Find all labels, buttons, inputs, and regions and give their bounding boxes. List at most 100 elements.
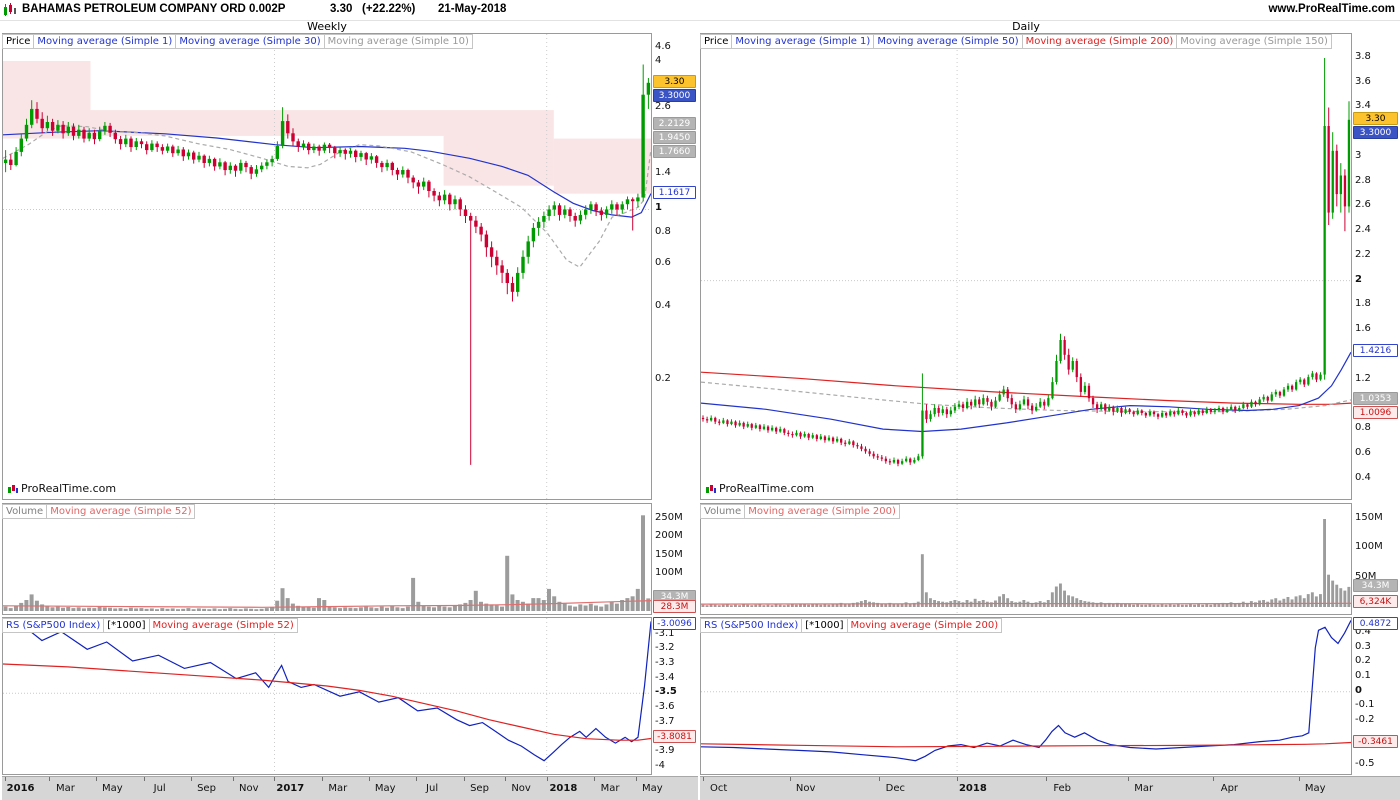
prorealtime-watermark: ProRealTime.com — [706, 482, 814, 495]
daily-rs-panel[interactable]: RS (S&P500 Index) [*1000] Moving average (… — [700, 617, 1352, 775]
axis-tick-200M: 200M — [655, 530, 683, 542]
axis-value-box-28.3M: 28.3M — [653, 600, 696, 613]
axis-tick--4: -4 — [655, 759, 665, 771]
xaxis-tick — [547, 777, 549, 781]
legend-item-moving-average-simple-1-[interactable]: Moving average (Simple 1) — [33, 34, 177, 49]
axis-value-box-1.0353: 1.0353 — [1353, 391, 1398, 405]
xaxis-label-2018: 2018 — [958, 783, 987, 794]
xaxis-tick — [143, 777, 145, 781]
axis-tick-250M: 250M — [655, 512, 683, 523]
axis-tick-0: 0 — [1355, 684, 1362, 696]
daily-volume-axis: 150M 100M 50M 34.3M 6,324K — [1352, 503, 1400, 615]
legend-item-rs-s-p500-index-[interactable]: RS (S&P500 Index) — [700, 618, 803, 633]
legend-item-volume[interactable]: Volume — [700, 504, 746, 519]
axis-tick-100M: 100M — [1355, 541, 1383, 553]
xaxis-label-2018: 2018 — [549, 783, 578, 794]
instrument-title: BAHAMAS PETROLEUM COMPANY ORD 0.002P — [22, 3, 286, 15]
xaxis-label-Mar: Mar — [328, 783, 348, 794]
xaxis-tick — [232, 777, 234, 781]
axis-tick-0.6: 0.6 — [655, 256, 671, 268]
axis-tick-50M: 50M — [1355, 570, 1377, 582]
axis-tick-2.8: 2.8 — [1355, 174, 1371, 186]
axis-value-box-1.1617: 1.1617 — [653, 185, 696, 199]
axis-value-box-1.4216: 1.4216 — [1353, 344, 1398, 358]
xaxis-label-Apr: Apr — [1220, 783, 1239, 794]
axis-tick-0.8: 0.8 — [655, 226, 671, 238]
daily-volume-panel[interactable]: Volume Moving average (Simple 200) — [700, 503, 1352, 615]
legend-item-moving-average-simple-10-[interactable]: Moving average (Simple 10) — [323, 34, 473, 49]
xaxis-label-Mar: Mar — [600, 783, 620, 794]
legend-item-moving-average-simple-200-[interactable]: Moving average (Simple 200) — [1021, 34, 1178, 49]
xaxis-tick — [463, 777, 465, 781]
legend-item-moving-average-simple-30-[interactable]: Moving average (Simple 30) — [175, 34, 325, 49]
daily-rs-legend: RS (S&P500 Index) [*1000] Moving average (… — [700, 618, 1003, 633]
axis-tick--3.6: -3.6 — [655, 700, 675, 712]
column-weekly: Weekly Price Moving average (Simple 1) Movi… — [2, 20, 698, 800]
timeframe-title-daily: Daily — [1012, 20, 1040, 33]
xaxis-tick — [789, 777, 791, 781]
xaxis-label-May: May — [642, 783, 663, 794]
timeframe-title-weekly: Weekly — [307, 20, 347, 33]
xaxis-label-Jul: Jul — [153, 783, 166, 794]
legend-item-moving-average-simple-50-[interactable]: Moving average (Simple 50) — [873, 34, 1023, 49]
axis-tick-150M: 150M — [1355, 512, 1383, 523]
xaxis-tick — [1127, 777, 1129, 781]
xaxis-label-Mar: Mar — [55, 783, 75, 794]
weekly-price-legend: Price Moving average (Simple 1) Moving ave… — [2, 34, 473, 49]
axis-tick-150M: 150M — [655, 548, 683, 560]
axis-tick--0.1: -0.1 — [1355, 699, 1375, 711]
xaxis-label-May: May — [1304, 783, 1326, 794]
axis-tick-1: 1 — [655, 202, 662, 214]
header: BAHAMAS PETROLEUM COMPANY ORD 0.002P 3.3… — [0, 0, 1400, 21]
daily-rs-axis: 0.4 0.3 0.2 0.1 0 -0.1 -0.2 -0.5 0.4872 -0.3461 — [1352, 617, 1400, 775]
legend-item--1000-[interactable]: [*1000] — [103, 618, 150, 633]
weekly-rs-legend: RS (S&P500 Index) [*1000] Moving average (… — [2, 618, 298, 633]
legend-item--1000-[interactable]: [*1000] — [801, 618, 848, 633]
weekly-price-axis: 4.6 4 2.6 1.4 1 0.8 0.6 0.4 0.2 3.30 3.3000 2.2129 1… — [652, 33, 698, 500]
axis-tick--3.7: -3.7 — [655, 715, 675, 727]
weekly-price-panel[interactable]: Price Moving average (Simple 1) Moving ave… — [2, 33, 652, 500]
xaxis-label-Nov: Nov — [239, 783, 259, 794]
legend-item-moving-average-simple-1-[interactable]: Moving average (Simple 1) — [731, 34, 875, 49]
axis-value-box--3.0096: -3.0096 — [653, 617, 696, 630]
legend-item-moving-average-simple-200-[interactable]: Moving average (Simple 200) — [744, 504, 900, 519]
legend-item-volume[interactable]: Volume — [2, 504, 48, 519]
xaxis-label-2017: 2017 — [276, 783, 305, 794]
column-daily: Daily Price Moving average (Simple 1) Movin… — [700, 20, 1400, 800]
axis-tick-0.4: 0.4 — [1355, 471, 1371, 483]
xaxis-label-May: May — [374, 783, 396, 794]
xaxis-label-2016: 2016 — [6, 783, 35, 794]
xaxis-tick — [1299, 777, 1301, 781]
axis-tick-2.2: 2.2 — [1355, 248, 1371, 260]
weekly-volume-legend: Volume Moving average (Simple 52) — [2, 504, 196, 519]
legend-item-moving-average-simple-150-[interactable]: Moving average (Simple 150) — [1176, 34, 1332, 49]
axis-tick-1.8: 1.8 — [1355, 298, 1371, 310]
xaxis-tick — [505, 777, 507, 781]
axis-value-box-3.30: 3.30 — [653, 74, 696, 88]
legend-item-moving-average-simple-52-[interactable]: Moving average (Simple 52) — [46, 504, 196, 519]
xaxis-label-Oct: Oct — [709, 783, 728, 794]
axis-value-box-1.9450: 1.9450 — [653, 131, 696, 145]
price-change: (+22.22%) — [362, 3, 416, 15]
weekly-xaxis: 2016 Mar May Jul Sep Nov 2017 Mar May Jul Sep Nov 20… — [2, 776, 698, 800]
legend-item-moving-average-simple-200-[interactable]: Moving average (Simple 200) — [846, 618, 1003, 633]
site-link[interactable]: www.ProRealTime.com — [1268, 3, 1395, 15]
legend-item-price[interactable]: Price — [2, 34, 35, 49]
xaxis-label-Feb: Feb — [1053, 783, 1072, 794]
legend-item-moving-average-simple-52-[interactable]: Moving average (Simple 52) — [148, 618, 298, 633]
weekly-rs-panel[interactable]: RS (S&P500 Index) [*1000] Moving average (… — [2, 617, 652, 775]
axis-tick-2.6: 2.6 — [655, 101, 671, 113]
axis-value-box--0.3461: -0.3461 — [1353, 734, 1398, 748]
xaxis-label-May: May — [101, 783, 123, 794]
xaxis-label-Dec: Dec — [885, 783, 905, 794]
axis-tick--3.2: -3.2 — [655, 642, 675, 654]
legend-item-price[interactable]: Price — [700, 34, 733, 49]
legend-item-rs-s-p500-index-[interactable]: RS (S&P500 Index) — [2, 618, 105, 633]
daily-price-panel[interactable]: Price Moving average (Simple 1) Moving ave… — [700, 33, 1352, 500]
xaxis-label-Sep: Sep — [470, 783, 489, 794]
daily-price-legend: Price Moving average (Simple 1) Moving ave… — [700, 34, 1332, 49]
weekly-volume-panel[interactable]: Volume Moving average (Simple 52) — [2, 503, 652, 615]
xaxis-tick — [1046, 777, 1048, 781]
axis-tick-1.2: 1.2 — [1355, 372, 1371, 384]
xaxis-label-Sep: Sep — [197, 783, 216, 794]
